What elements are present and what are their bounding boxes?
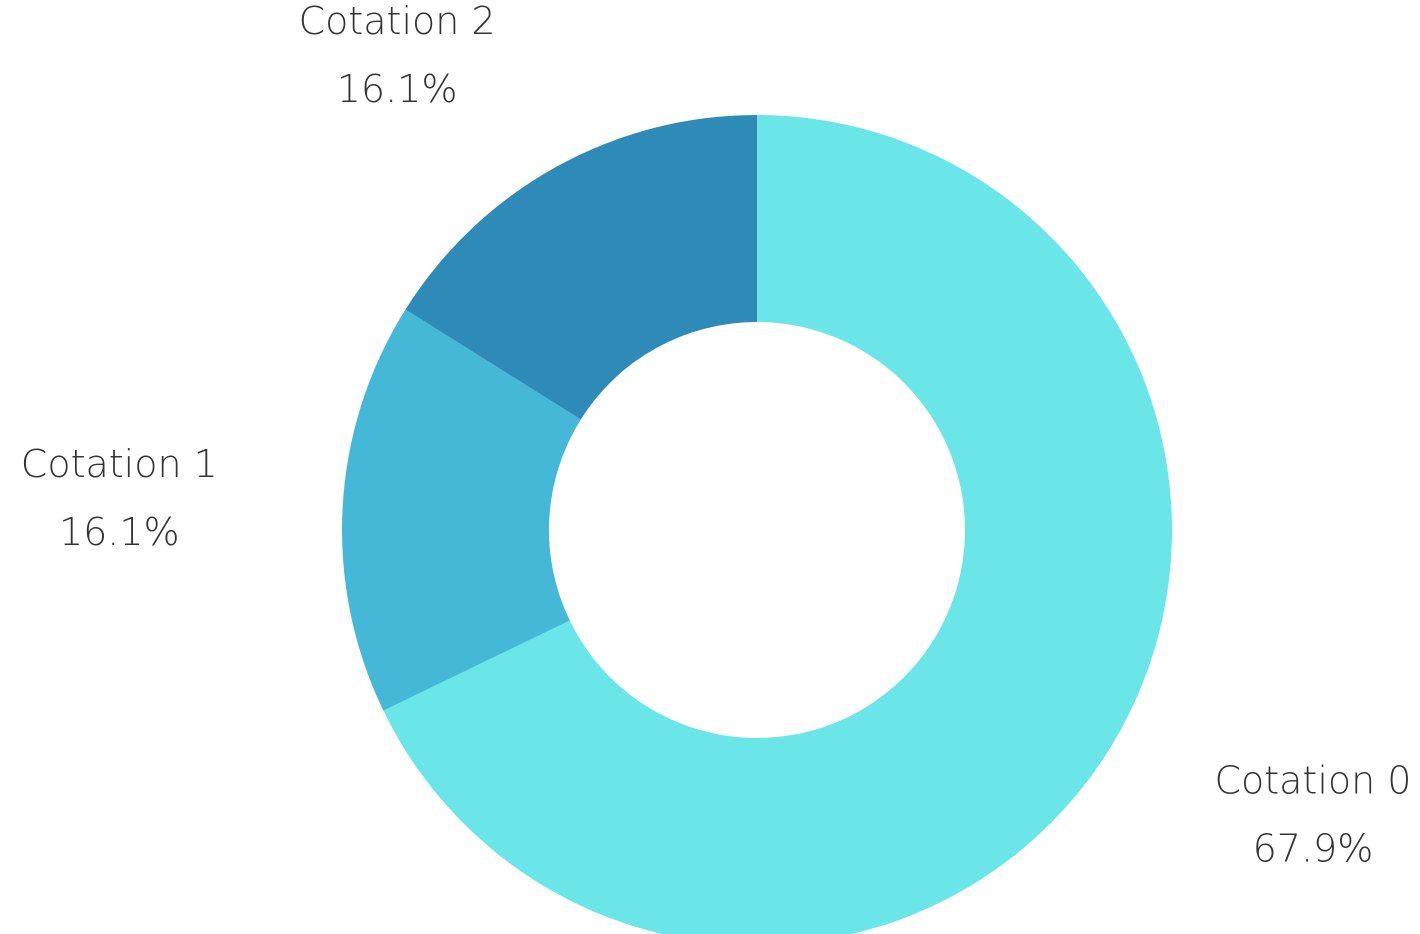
donut-slice (405, 115, 757, 420)
slice-label: Cotation 2 (299, 0, 496, 43)
slice-label: Cotation 0 (1214, 758, 1411, 802)
slice-value: 67.9% (1253, 826, 1374, 870)
donut-slice (383, 115, 1172, 934)
donut-slice (342, 309, 581, 711)
slice-value: 16.1% (59, 510, 180, 554)
slice-value: 16.1% (337, 67, 458, 111)
slice-label: Cotation 1 (21, 442, 218, 486)
